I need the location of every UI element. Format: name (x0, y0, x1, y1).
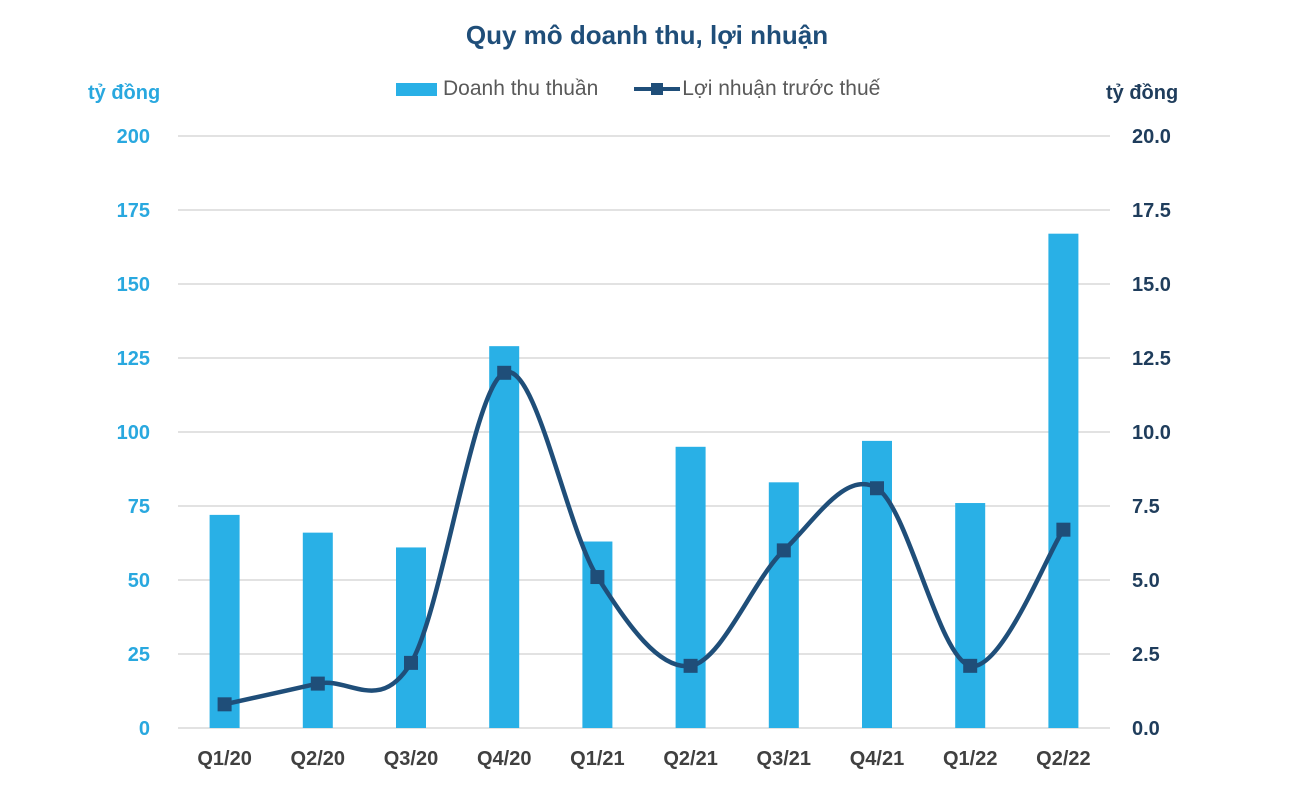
x-axis-tick-label: Q1/21 (570, 748, 624, 770)
revenue-bar (1048, 233, 1079, 728)
legend-item-revenue: Doanh thu thuần (396, 77, 598, 101)
left-axis-tick-label: 100 (117, 422, 150, 444)
profit-marker (217, 697, 232, 712)
legend-item-profit: Lợi nhuận trước thuế (634, 76, 880, 102)
profit-marker (963, 658, 978, 673)
revenue-bar (675, 446, 706, 728)
profit-marker (1056, 522, 1071, 537)
right-axis-tick-label: 0.0 (1132, 718, 1160, 740)
legend-label-profit: Lợi nhuận trước thuế (682, 77, 881, 100)
left-axis-tick-label: 25 (128, 644, 150, 666)
right-axis-tick-label: 20.0 (1132, 126, 1171, 148)
right-axis-tick-label: 15.0 (1132, 274, 1171, 296)
right-axis-unit: tỷ đồng (1106, 82, 1179, 104)
revenue-bar (209, 514, 240, 728)
x-axis-tick-label: Q2/20 (291, 748, 345, 770)
x-axis-tick-label: Q2/21 (663, 748, 717, 770)
legend-bar-swatch (396, 82, 437, 96)
revenue-bar (582, 541, 613, 728)
left-axis-tick-label: 150 (117, 274, 150, 296)
x-axis-tick-label: Q4/20 (477, 748, 531, 770)
chart-title: Quy mô doanh thu, lợi nhuận (465, 20, 829, 50)
revenue-bar (955, 503, 986, 728)
x-axis-tick-label: Q3/21 (757, 748, 811, 770)
revenue-bar (489, 346, 520, 728)
right-axis-tick-label: 10.0 (1132, 422, 1171, 444)
profit-line (224, 369, 1066, 707)
right-axis-tick-label: 17.5 (1132, 200, 1171, 222)
profit-marker (776, 543, 791, 558)
x-axis-tick-label: Q1/22 (943, 748, 997, 770)
left-axis-tick-label: 50 (128, 570, 150, 592)
legend-line-swatch (634, 76, 681, 102)
left-axis-unit: tỷ đồng (88, 82, 161, 104)
left-axis-tick-label: 0 (139, 718, 150, 740)
x-axis-tick-label: Q1/20 (197, 748, 251, 770)
profit-marker (310, 676, 325, 691)
profit-marker (497, 365, 512, 380)
right-axis-tick-label: 7.5 (1132, 496, 1160, 518)
left-axis-tick-label: 175 (117, 200, 150, 222)
x-axis-tick-label: Q2/22 (1036, 748, 1090, 770)
left-axis-tick-label: 75 (128, 496, 150, 518)
legend: Doanh thu thuần Lợi nhuận trước thuế (396, 76, 916, 102)
revenue-bar (302, 532, 333, 728)
profit-marker (590, 570, 605, 585)
profit-marker (870, 481, 884, 496)
right-axis-tick-label: 2.5 (1132, 644, 1160, 666)
right-axis-tick-label: 5.0 (1132, 570, 1160, 592)
legend-label-revenue: Doanh thu thuần (443, 77, 599, 100)
profit-marker (683, 658, 698, 673)
left-axis-tick-label: 125 (117, 348, 150, 370)
left-axis-tick-label: 200 (117, 126, 150, 148)
right-axis-tick-label: 12.5 (1132, 348, 1171, 370)
revenue-bar (768, 482, 799, 728)
x-axis-tick-label: Q4/21 (850, 748, 904, 770)
profit-marker (404, 655, 418, 670)
x-axis-tick-label: Q3/20 (384, 748, 438, 770)
